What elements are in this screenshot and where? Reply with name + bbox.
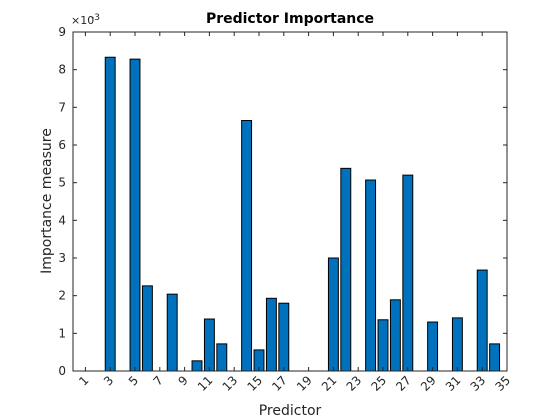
y-tick-label: 2 [58,289,66,303]
y-tick-label: 9 [58,25,66,39]
bar-predictor-29 [427,321,439,372]
bar-predictor-27 [402,174,414,372]
bar-predictor-5 [129,58,141,372]
bar-predictor-21 [327,257,339,372]
bar-predictor-11 [203,318,215,372]
bar-predictor-25 [377,319,389,372]
bar-predictor-14 [241,120,253,372]
bars-group [104,56,501,372]
y-tick-label: 6 [58,138,66,152]
y-axis-exponent: ×10 -3 [71,13,100,27]
bar-predictor-31 [451,317,463,372]
bar-predictor-22 [340,167,352,372]
bar-predictor-3 [104,56,116,372]
bar-predictor-33 [476,269,488,372]
bar-predictor-8 [166,293,178,372]
y-tick-label: 7 [58,100,66,114]
y-tick-label: 4 [58,213,66,227]
y-tick-label: 8 [58,63,66,77]
axes-box [72,31,508,372]
bar-predictor-6 [141,285,153,372]
y-tick-label: 3 [58,251,66,265]
bar-predictor-26 [389,299,401,372]
bar-predictor-10 [191,360,203,372]
bar-predictor-34 [489,343,501,372]
chart-title: Predictor Importance [206,11,374,27]
y-tick-label: 1 [58,326,66,340]
y-tick-label: 5 [58,176,66,190]
y-tick-label: 0 [58,364,66,378]
y-exponent-power: -3 [91,13,100,23]
bar-predictor-24 [365,179,377,372]
bar-predictor-12 [216,343,228,372]
y-exponent-base: ×10 [71,14,94,27]
y-axis-label: Importance measure [39,128,55,274]
x-axis-label: Predictor [259,403,322,419]
bar-predictor-17 [278,302,290,372]
bar-predictor-16 [265,297,277,372]
